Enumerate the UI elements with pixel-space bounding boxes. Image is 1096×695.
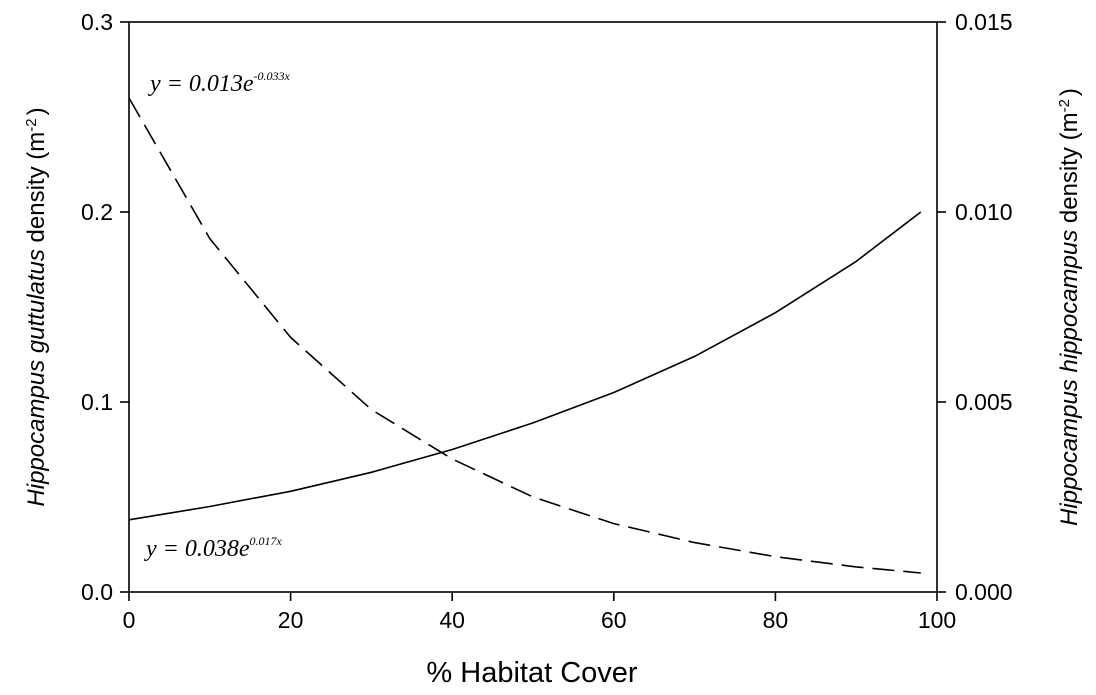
x-tick-label: 20 (278, 607, 304, 633)
x-tick-label: 40 (439, 607, 465, 633)
y-left-axis-ticks: 0.0 0.1 0.2 0.3 (81, 9, 129, 605)
y-right-tick-label: 0.005 (955, 389, 1013, 415)
x-tick-label: 80 (763, 607, 789, 633)
y-right-tick-label: 0.015 (955, 9, 1013, 35)
x-tick-label: 60 (601, 607, 627, 633)
y-left-title-sup: -2 (23, 118, 40, 131)
solid-series-line (128, 211, 922, 521)
y-left-title-italic: Hippocampus guttulatus (23, 249, 50, 506)
equation-solid-series: y = 0.038e0.017x (144, 534, 283, 562)
y-right-tick-label: 0.010 (955, 199, 1013, 225)
equation-dashed-exponent: -0.033x (254, 69, 291, 83)
x-tick-label: 0 (123, 607, 136, 633)
y-right-title-close: ) (1056, 88, 1083, 96)
y-right-title-text: density (m (1056, 112, 1083, 229)
y-right-tick-label: 0.000 (955, 579, 1013, 605)
dashed-series-line (128, 97, 921, 574)
y-right-axis-ticks: 0.000 0.005 0.010 0.015 (937, 9, 1013, 605)
equation-dashed-series: y = 0.013e-0.033x (148, 69, 290, 97)
equation-solid-exponent: 0.017x (250, 534, 283, 548)
y-left-title-close: ) (23, 107, 50, 115)
x-axis-title: % Habitat Cover (426, 657, 637, 689)
y-left-tick-label: 0.3 (81, 9, 113, 35)
y-right-axis-title: Hippocampus hippocampus density (m-2) (1056, 88, 1084, 526)
y-left-tick-label: 0.1 (81, 389, 113, 415)
series-layer (128, 97, 922, 574)
y-right-title-italic: Hippocampus hippocampus (1056, 230, 1083, 526)
x-axis-ticks: 0 20 40 60 80 100 (123, 592, 956, 633)
y-left-tick-label: 0.2 (81, 199, 113, 225)
y-right-title-sup: -2 (1056, 99, 1073, 112)
y-left-axis-title: Hippocampus guttulatus density (m-2) (23, 107, 51, 506)
y-left-tick-label: 0.0 (81, 579, 113, 605)
x-tick-label: 100 (918, 607, 956, 633)
equation-solid-prefix: y = 0.038e (144, 536, 250, 562)
y-left-title-text: density (m (23, 132, 50, 249)
equation-dashed-prefix: y = 0.013e (148, 71, 254, 97)
plot-frame (128, 21, 938, 593)
